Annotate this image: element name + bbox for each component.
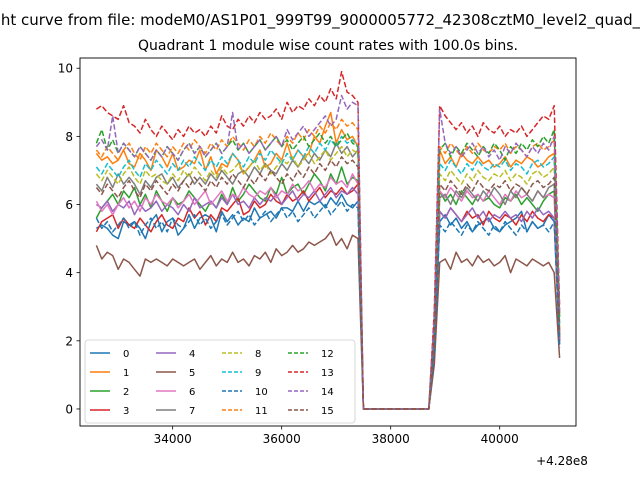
series-line-3 (95, 183, 561, 410)
x-axis-ticks: 34000 36000 38000 40000 (154, 426, 519, 446)
series-line-8 (95, 145, 561, 410)
legend-label-2: 2 (123, 387, 129, 398)
legend-label-12: 12 (321, 349, 334, 360)
legend-label-13: 13 (321, 368, 334, 379)
legend-label-15: 15 (321, 406, 334, 417)
legend-label-11: 11 (255, 406, 268, 417)
legend-label-7: 7 (189, 406, 195, 417)
y-tick-label: 10 (58, 62, 73, 76)
series-line-14 (95, 94, 561, 410)
series-line-10 (95, 200, 561, 410)
x-tick-label: 34000 (154, 432, 192, 446)
legend-label-10: 10 (255, 387, 268, 398)
x-tick-label: 38000 (372, 432, 410, 446)
legend-label-3: 3 (123, 406, 129, 417)
y-tick-label: 2 (65, 334, 73, 348)
series-line-5 (95, 231, 561, 410)
legend-label-9: 9 (255, 368, 261, 379)
y-tick-label: 8 (65, 130, 73, 144)
plot-area-frame (79, 57, 577, 427)
legend-box (84, 339, 356, 424)
legend-label-4: 4 (189, 349, 195, 360)
legend-label-6: 6 (189, 387, 195, 398)
y-axis-ticks: 0 2 4 6 8 10 (58, 62, 80, 416)
chart-title: Quadrant 1 module wise count rates with … (138, 38, 518, 54)
legend-label-8: 8 (255, 349, 261, 360)
series-layer (95, 70, 561, 410)
series-line-15 (95, 156, 561, 410)
y-tick-label: 4 (65, 266, 73, 280)
series-line-6 (95, 173, 561, 410)
series-line-9 (95, 135, 561, 410)
y-tick-label: 6 (65, 198, 73, 212)
series-line-1 (95, 111, 561, 410)
series-line-13 (96, 70, 561, 410)
x-axis-offset-label: +4.28e8 (536, 454, 588, 468)
series-line-7 (95, 142, 561, 410)
legend-label-1: 1 (123, 368, 129, 379)
figure-suptitle: Plot of light curve from file: modeM0/AS… (0, 11, 640, 30)
legend-label-0: 0 (123, 349, 129, 360)
x-tick-label: 40000 (481, 432, 519, 446)
legend-label-14: 14 (321, 387, 334, 398)
series-line-4 (96, 186, 561, 410)
x-tick-label: 36000 (263, 432, 301, 446)
legend-label-5: 5 (189, 368, 195, 379)
y-tick-label: 0 (65, 402, 73, 416)
series-line-11 (95, 118, 561, 410)
